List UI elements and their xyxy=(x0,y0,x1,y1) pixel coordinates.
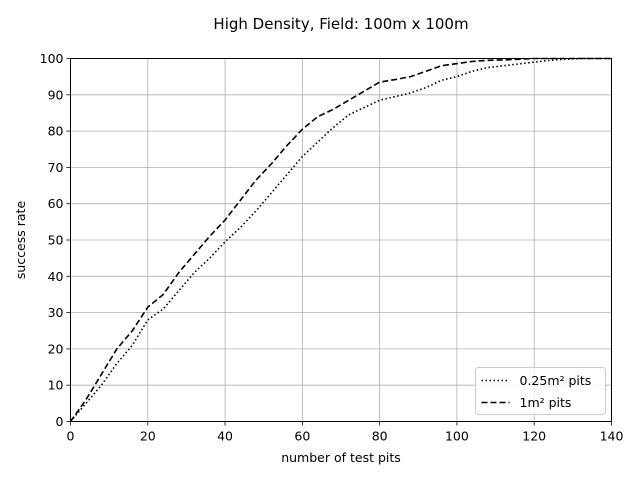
x-tick-label: 0 xyxy=(67,429,75,444)
y-tick-label: 90 xyxy=(48,87,64,102)
x-tick-label: 20 xyxy=(140,429,156,444)
x-tick-label: 60 xyxy=(294,429,310,444)
y-tick-label: 30 xyxy=(48,305,64,320)
series-line-2 xyxy=(69,57,612,422)
y-tick-label: 100 xyxy=(40,51,64,66)
y-tick-label: 40 xyxy=(48,269,64,284)
series-line-1 xyxy=(69,57,612,423)
x-tick-label: 120 xyxy=(522,429,546,444)
y-axis-label: success rate xyxy=(13,201,28,280)
y-axis-ticks: 0 10 20 30 40 50 60 70 80 90 100 xyxy=(40,51,71,429)
y-tick-label: 80 xyxy=(48,124,64,139)
legend-label-1: 0.25m² pits xyxy=(520,373,592,388)
y-tick-label: 70 xyxy=(48,160,64,175)
x-tick-label: 80 xyxy=(372,429,388,444)
y-tick-label: 60 xyxy=(48,196,64,211)
legend-label-2: 1m² pits xyxy=(520,395,572,410)
y-tick-label: 50 xyxy=(48,233,64,248)
y-tick-label: 20 xyxy=(48,341,64,356)
y-tick-label: 10 xyxy=(48,378,64,393)
legend-box xyxy=(475,367,606,415)
x-axis-ticks: 0 20 40 60 80 100 120 140 xyxy=(67,421,624,444)
data-series xyxy=(69,57,612,423)
x-tick-label: 100 xyxy=(445,429,469,444)
grid-lines xyxy=(70,58,612,422)
chart-title: High Density, Field: 100m x 100m xyxy=(213,15,468,33)
x-tick-label: 40 xyxy=(217,429,233,444)
legend: 0.25m² pits 1m² pits xyxy=(475,367,606,415)
x-axis-label: number of test pits xyxy=(281,450,401,465)
y-tick-label: 0 xyxy=(56,414,64,429)
x-tick-label: 140 xyxy=(600,429,624,444)
